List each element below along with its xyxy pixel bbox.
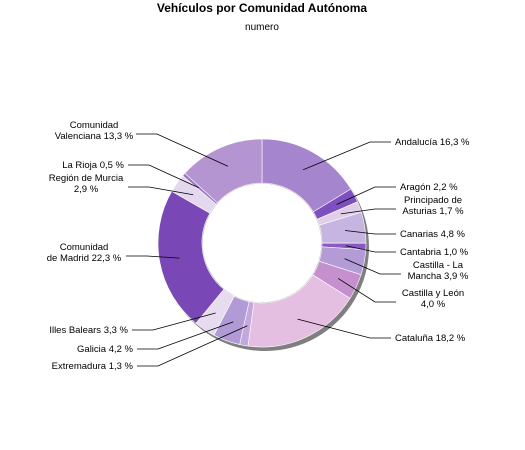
leader-line [128, 164, 199, 189]
slice-labels: Andalucía 16,3 % Aragón 2,2 % Principado d… [47, 120, 470, 372]
slice-label: Aragón 2,2 % [400, 182, 458, 193]
slice-label: Comunidad de Madrid 22,3 % [47, 242, 122, 264]
slice-label: Extremadura 1,3 % [52, 361, 134, 372]
slice-label: Castilla y León 4,0 % [402, 288, 464, 310]
leader-line [345, 230, 396, 235]
slice-label: Región de Murcia 2,9 % [49, 173, 124, 195]
leader-line [345, 245, 396, 253]
leader-line [344, 258, 401, 275]
leader-line [128, 186, 194, 196]
chart-subtitle: numero [245, 22, 279, 33]
slice-label: Cantabria 1,0 % [400, 247, 469, 258]
leader-line [297, 318, 391, 339]
slice-label: Cataluña 18,2 % [395, 333, 466, 344]
slice-label: Andalucía 16,3 % [395, 137, 470, 148]
leader-line [303, 141, 391, 171]
leader-line [136, 133, 229, 167]
chart-title: Vehículos por Comunidad Autónoma [157, 1, 368, 15]
donut-chart [157, 138, 369, 351]
slice-label: Comunidad Valenciana 13,3 % [55, 120, 134, 142]
leader-line [340, 208, 396, 215]
slice-label: Principado de Asturias 1,7 % [402, 195, 464, 217]
leader-line [137, 321, 234, 350]
slice-label: Galicia 4,2 % [77, 344, 134, 355]
slice-label: Castilla - La Mancha 3,9 % [408, 260, 469, 282]
leader-line [126, 255, 180, 259]
slice-label: Illes Balears 3,3 % [49, 325, 128, 336]
leader-line [137, 325, 248, 367]
leader-line [337, 278, 396, 303]
leader-line [132, 312, 216, 331]
slice-label: La Rioja 0,5 % [62, 160, 124, 171]
leader-line [336, 186, 396, 205]
donut-hole [202, 183, 322, 303]
slice-label: Canarias 4,8 % [400, 229, 466, 240]
pie-slice [184, 138, 263, 204]
